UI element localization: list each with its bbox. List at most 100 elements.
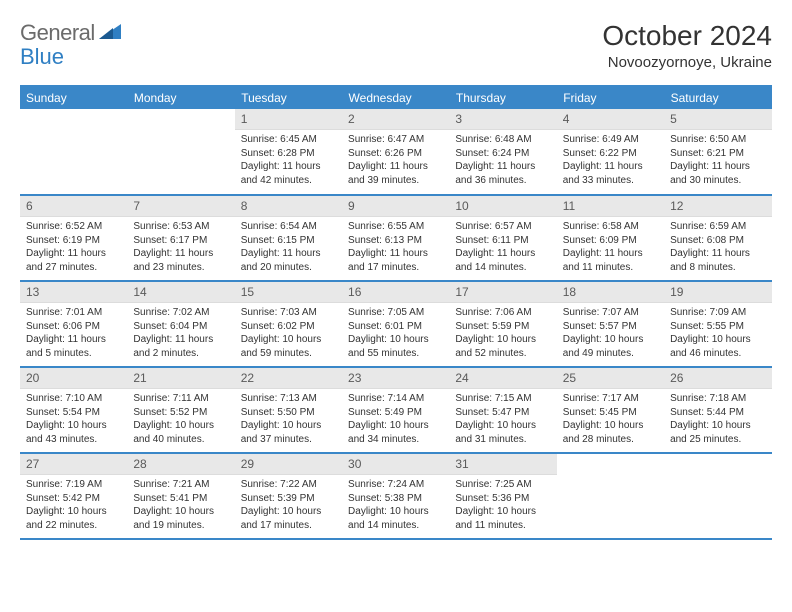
day-number: 27 (20, 454, 127, 475)
daylight-text: Daylight: 10 hours and 46 minutes. (670, 333, 765, 360)
calendar-body: 1Sunrise: 6:45 AMSunset: 6:28 PMDaylight… (20, 109, 772, 539)
sunset-text: Sunset: 5:50 PM (241, 406, 336, 420)
day-number: 28 (127, 454, 234, 475)
sunset-text: Sunset: 6:21 PM (670, 147, 765, 161)
sunset-text: Sunset: 6:11 PM (455, 234, 550, 248)
daylight-text: Daylight: 11 hours and 17 minutes. (348, 247, 443, 274)
day-cell: 9Sunrise: 6:55 AMSunset: 6:13 PMDaylight… (342, 195, 449, 281)
sunset-text: Sunset: 6:15 PM (241, 234, 336, 248)
day-number: 4 (557, 109, 664, 130)
week-row: 27Sunrise: 7:19 AMSunset: 5:42 PMDayligh… (20, 453, 772, 539)
daylight-text: Daylight: 10 hours and 34 minutes. (348, 419, 443, 446)
sunset-text: Sunset: 6:24 PM (455, 147, 550, 161)
day-details: Sunrise: 7:01 AMSunset: 6:06 PMDaylight:… (20, 303, 127, 364)
day-details: Sunrise: 6:50 AMSunset: 6:21 PMDaylight:… (664, 130, 771, 191)
sunrise-text: Sunrise: 6:53 AM (133, 220, 228, 234)
day-details: Sunrise: 7:07 AMSunset: 5:57 PMDaylight:… (557, 303, 664, 364)
daylight-text: Daylight: 10 hours and 31 minutes. (455, 419, 550, 446)
day-number: 11 (557, 196, 664, 217)
day-cell: 27Sunrise: 7:19 AMSunset: 5:42 PMDayligh… (20, 453, 127, 539)
day-number: 16 (342, 282, 449, 303)
sunset-text: Sunset: 6:26 PM (348, 147, 443, 161)
sunrise-text: Sunrise: 7:19 AM (26, 478, 121, 492)
sunrise-text: Sunrise: 7:15 AM (455, 392, 550, 406)
day-cell (127, 109, 234, 195)
day-number: 8 (235, 196, 342, 217)
day-cell: 5Sunrise: 6:50 AMSunset: 6:21 PMDaylight… (664, 109, 771, 195)
day-details: Sunrise: 7:17 AMSunset: 5:45 PMDaylight:… (557, 389, 664, 450)
day-details: Sunrise: 7:10 AMSunset: 5:54 PMDaylight:… (20, 389, 127, 450)
sunrise-text: Sunrise: 7:07 AM (563, 306, 658, 320)
sunset-text: Sunset: 5:45 PM (563, 406, 658, 420)
sunset-text: Sunset: 6:04 PM (133, 320, 228, 334)
sunset-text: Sunset: 5:57 PM (563, 320, 658, 334)
sunset-text: Sunset: 5:49 PM (348, 406, 443, 420)
sunrise-text: Sunrise: 6:52 AM (26, 220, 121, 234)
day-number: 13 (20, 282, 127, 303)
day-cell: 30Sunrise: 7:24 AMSunset: 5:38 PMDayligh… (342, 453, 449, 539)
day-details: Sunrise: 7:19 AMSunset: 5:42 PMDaylight:… (20, 475, 127, 536)
day-cell: 1Sunrise: 6:45 AMSunset: 6:28 PMDaylight… (235, 109, 342, 195)
day-number: 25 (557, 368, 664, 389)
day-cell: 18Sunrise: 7:07 AMSunset: 5:57 PMDayligh… (557, 281, 664, 367)
day-number: 3 (449, 109, 556, 130)
day-header-row: Sunday Monday Tuesday Wednesday Thursday… (20, 87, 772, 109)
col-monday: Monday (127, 87, 234, 109)
sunrise-text: Sunrise: 7:03 AM (241, 306, 336, 320)
calendar-page: General October 2024 Novoozyornoye, Ukra… (0, 0, 792, 550)
daylight-text: Daylight: 10 hours and 43 minutes. (26, 419, 121, 446)
day-cell: 22Sunrise: 7:13 AMSunset: 5:50 PMDayligh… (235, 367, 342, 453)
sunrise-text: Sunrise: 6:45 AM (241, 133, 336, 147)
sunrise-text: Sunrise: 6:50 AM (670, 133, 765, 147)
sunrise-text: Sunrise: 7:25 AM (455, 478, 550, 492)
daylight-text: Daylight: 11 hours and 42 minutes. (241, 160, 336, 187)
day-details: Sunrise: 7:18 AMSunset: 5:44 PMDaylight:… (664, 389, 771, 450)
sunset-text: Sunset: 6:01 PM (348, 320, 443, 334)
day-cell: 13Sunrise: 7:01 AMSunset: 6:06 PMDayligh… (20, 281, 127, 367)
daylight-text: Daylight: 10 hours and 49 minutes. (563, 333, 658, 360)
day-details: Sunrise: 6:59 AMSunset: 6:08 PMDaylight:… (664, 217, 771, 278)
daylight-text: Daylight: 10 hours and 52 minutes. (455, 333, 550, 360)
sunrise-text: Sunrise: 6:55 AM (348, 220, 443, 234)
daylight-text: Daylight: 10 hours and 11 minutes. (455, 505, 550, 532)
sunrise-text: Sunrise: 6:48 AM (455, 133, 550, 147)
sunrise-text: Sunrise: 7:22 AM (241, 478, 336, 492)
day-cell: 4Sunrise: 6:49 AMSunset: 6:22 PMDaylight… (557, 109, 664, 195)
day-number: 10 (449, 196, 556, 217)
day-number: 1 (235, 109, 342, 130)
sunset-text: Sunset: 6:17 PM (133, 234, 228, 248)
day-cell: 26Sunrise: 7:18 AMSunset: 5:44 PMDayligh… (664, 367, 771, 453)
daylight-text: Daylight: 10 hours and 25 minutes. (670, 419, 765, 446)
day-number: 22 (235, 368, 342, 389)
sunrise-text: Sunrise: 6:49 AM (563, 133, 658, 147)
day-cell: 11Sunrise: 6:58 AMSunset: 6:09 PMDayligh… (557, 195, 664, 281)
sunrise-text: Sunrise: 7:17 AM (563, 392, 658, 406)
sunrise-text: Sunrise: 6:54 AM (241, 220, 336, 234)
day-cell: 14Sunrise: 7:02 AMSunset: 6:04 PMDayligh… (127, 281, 234, 367)
daylight-text: Daylight: 11 hours and 11 minutes. (563, 247, 658, 274)
day-number: 17 (449, 282, 556, 303)
week-row: 20Sunrise: 7:10 AMSunset: 5:54 PMDayligh… (20, 367, 772, 453)
header: General October 2024 Novoozyornoye, Ukra… (20, 20, 772, 71)
day-number: 23 (342, 368, 449, 389)
sunset-text: Sunset: 5:39 PM (241, 492, 336, 506)
col-saturday: Saturday (664, 87, 771, 109)
day-cell: 19Sunrise: 7:09 AMSunset: 5:55 PMDayligh… (664, 281, 771, 367)
day-details: Sunrise: 7:03 AMSunset: 6:02 PMDaylight:… (235, 303, 342, 364)
daylight-text: Daylight: 11 hours and 30 minutes. (670, 160, 765, 187)
day-number: 14 (127, 282, 234, 303)
sunset-text: Sunset: 6:08 PM (670, 234, 765, 248)
day-details: Sunrise: 6:45 AMSunset: 6:28 PMDaylight:… (235, 130, 342, 191)
sunrise-text: Sunrise: 7:01 AM (26, 306, 121, 320)
day-details: Sunrise: 6:47 AMSunset: 6:26 PMDaylight:… (342, 130, 449, 191)
day-details: Sunrise: 6:58 AMSunset: 6:09 PMDaylight:… (557, 217, 664, 278)
day-cell (20, 109, 127, 195)
logo: General (20, 20, 121, 46)
sunset-text: Sunset: 6:06 PM (26, 320, 121, 334)
sunrise-text: Sunrise: 7:10 AM (26, 392, 121, 406)
day-details: Sunrise: 6:55 AMSunset: 6:13 PMDaylight:… (342, 217, 449, 278)
sunset-text: Sunset: 6:19 PM (26, 234, 121, 248)
month-title: October 2024 (602, 20, 772, 52)
sunrise-text: Sunrise: 7:05 AM (348, 306, 443, 320)
day-number: 6 (20, 196, 127, 217)
